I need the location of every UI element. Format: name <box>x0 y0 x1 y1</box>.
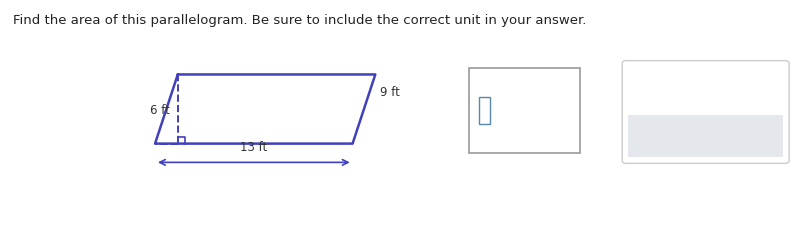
Text: 6 ft: 6 ft <box>150 103 170 116</box>
FancyBboxPatch shape <box>622 61 789 164</box>
Text: ft²: ft² <box>701 87 717 100</box>
Text: ft: ft <box>655 87 666 100</box>
Text: ×: × <box>667 132 680 147</box>
Text: 13 ft: 13 ft <box>240 141 267 154</box>
Text: ↺: ↺ <box>739 132 752 147</box>
Text: Find the area of this parallelogram. Be sure to include the correct unit in your: Find the area of this parallelogram. Be … <box>13 14 586 27</box>
Bar <box>479 97 490 125</box>
Bar <box>469 68 580 154</box>
Text: 9 ft: 9 ft <box>380 85 400 98</box>
Text: ft³: ft³ <box>746 87 762 100</box>
Bar <box>628 115 783 158</box>
